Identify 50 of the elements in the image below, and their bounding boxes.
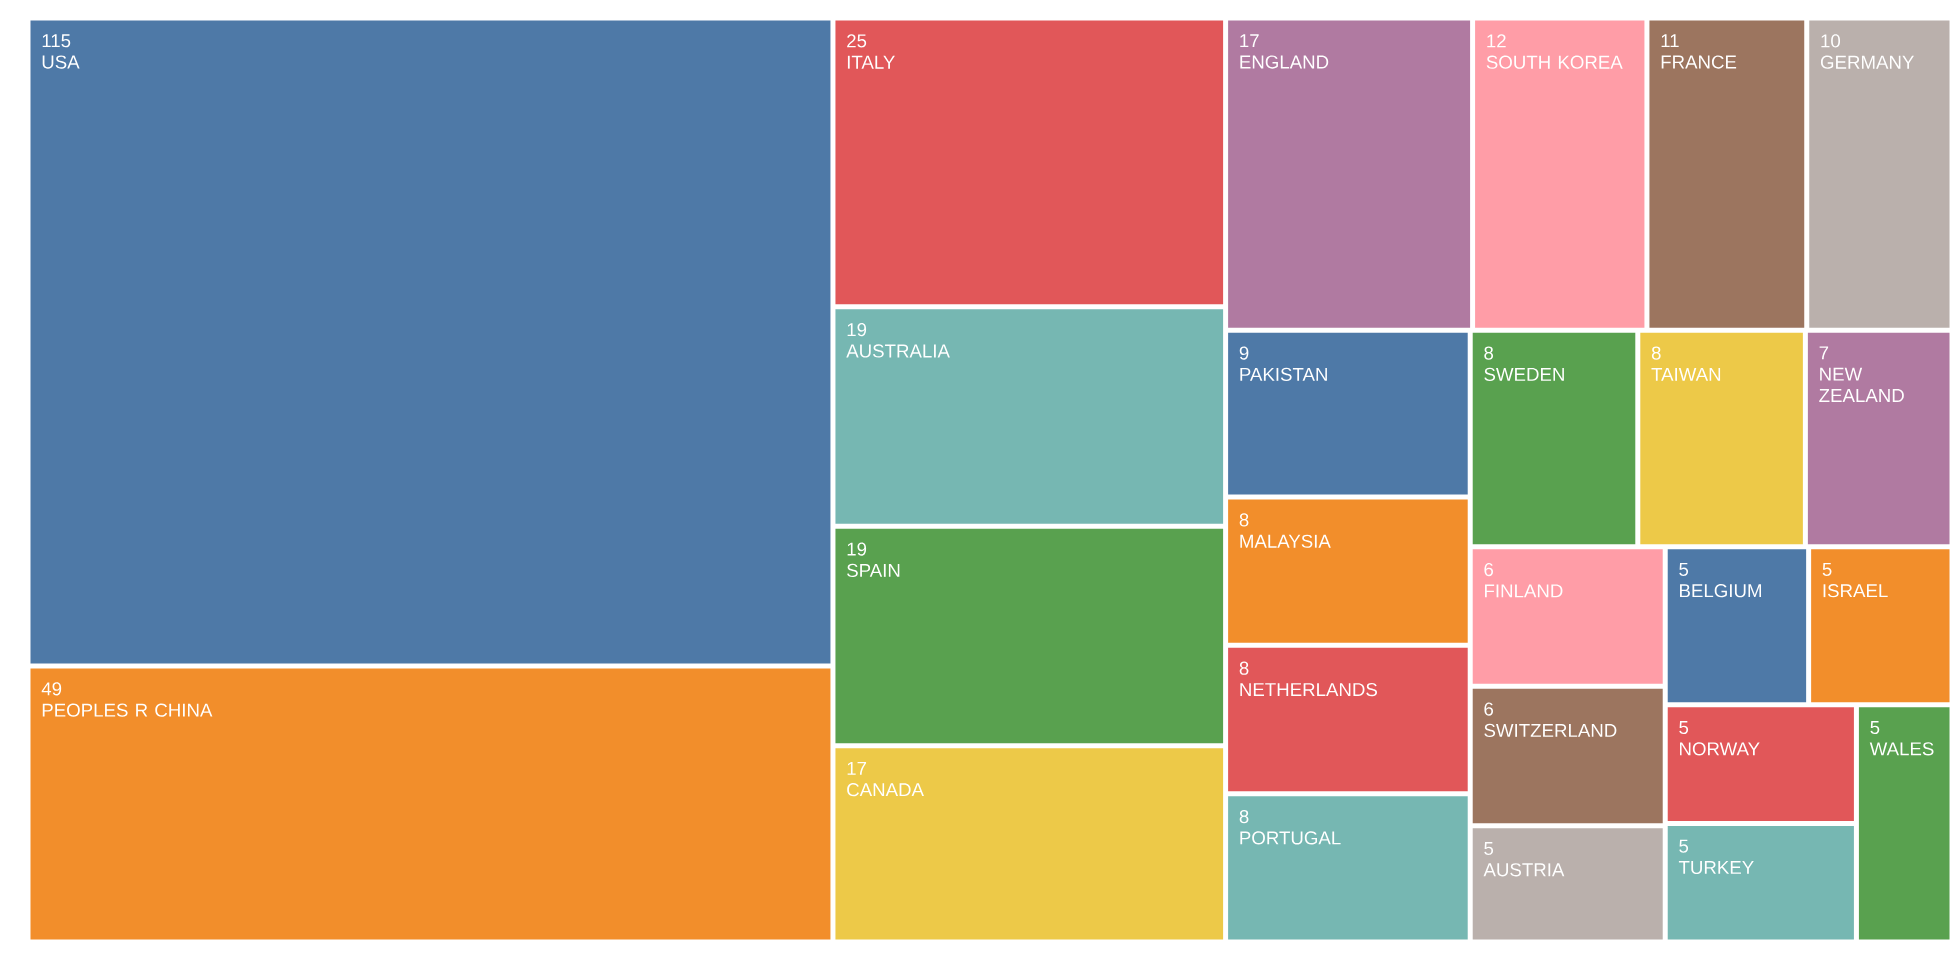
category-label: SOUTH KOREA	[1486, 55, 1623, 69]
data-label: 6	[1484, 562, 1494, 577]
category-label: FRANCE	[1661, 55, 1737, 69]
category-label: PORTUGAL	[1240, 831, 1341, 845]
data-label: 17	[847, 761, 867, 775]
category-label: SPAIN	[847, 563, 900, 578]
category-label: FINLAND	[1485, 584, 1563, 598]
category-label: ITALY	[847, 55, 895, 69]
category-label: BELGIUM	[1680, 584, 1761, 598]
category-label: NEW ZEALAND	[1819, 367, 1904, 402]
data-label: 8	[1651, 346, 1661, 360]
category-label: WALES	[1869, 742, 1934, 756]
data-label: 12	[1487, 34, 1506, 48]
data-label: 8	[1239, 513, 1249, 527]
category-label: ISRAEL	[1823, 584, 1888, 598]
category-label: TAIWAN	[1651, 367, 1721, 381]
data-label: 115	[42, 34, 71, 48]
data-label: 25	[847, 34, 867, 48]
data-label: 6	[1484, 702, 1494, 716]
category-label: MALAYSIA	[1240, 534, 1331, 548]
data-label: 19	[847, 542, 867, 556]
data-label: 10	[1821, 34, 1841, 48]
data-label: 8	[1484, 346, 1494, 360]
category-label: AUSTRALIA	[846, 344, 950, 358]
data-label: 7	[1819, 346, 1829, 360]
data-label: 5	[1870, 721, 1880, 735]
data-label: 5	[1679, 562, 1689, 576]
category-label: USA	[42, 55, 80, 69]
category-label: ENGLAND	[1240, 55, 1329, 69]
data-label: 49	[41, 682, 62, 696]
data-label: 9	[1239, 346, 1249, 360]
data-label: 5	[1822, 562, 1832, 576]
category-label: TURKEY	[1678, 861, 1754, 875]
data-label: 17	[1240, 34, 1259, 48]
category-label: PAKISTAN	[1240, 367, 1327, 381]
category-label: SWEDEN	[1484, 367, 1564, 381]
data-label: 8	[1239, 661, 1249, 675]
data-label: 8	[1239, 809, 1249, 824]
data-label: 5	[1679, 721, 1689, 735]
category-label: AUSTRIA	[1483, 863, 1565, 877]
category-label: NORWAY	[1680, 742, 1760, 756]
data-label: 5	[1484, 842, 1494, 856]
data-label: 19	[847, 323, 867, 337]
category-label: CANADA	[847, 783, 924, 797]
category-label: PEOPLES R CHINA	[42, 703, 213, 717]
category-label: SWITZERLAND	[1484, 723, 1617, 738]
category-label: GERMANY	[1820, 55, 1914, 69]
data-label: 5	[1679, 839, 1689, 853]
category-label: NETHERLANDS	[1240, 682, 1377, 697]
data-label: 11	[1661, 34, 1679, 48]
